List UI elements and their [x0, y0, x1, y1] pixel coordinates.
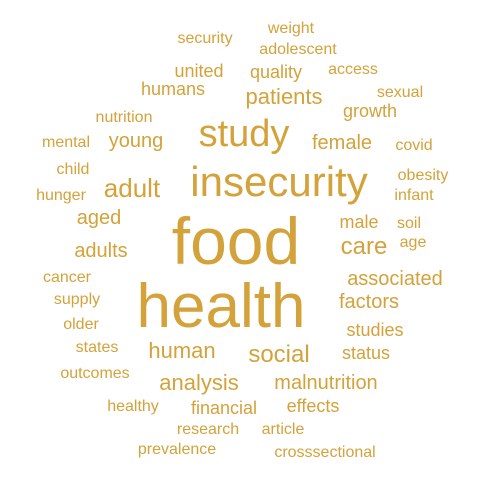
word-study: study	[198, 113, 290, 155]
word-hunger: hunger	[36, 187, 86, 204]
word-states: states	[75, 339, 119, 356]
word-soil: soil	[396, 215, 422, 232]
word-studies: studies	[346, 320, 404, 340]
word-age: age	[399, 234, 427, 251]
word-food: food	[171, 204, 301, 278]
word-security: security	[177, 30, 233, 47]
word-adolescent: adolescent	[259, 41, 337, 58]
word-outcomes: outcomes	[60, 365, 130, 382]
word-adult: adult	[103, 173, 161, 203]
word-article: article	[261, 421, 305, 438]
word-access: access	[328, 61, 378, 78]
word-malnutrition: malnutrition	[274, 372, 378, 394]
word-crosssectional: crosssectional	[274, 444, 376, 461]
word-health: health	[136, 272, 306, 341]
word-adults: adults	[74, 240, 128, 262]
word-healthy: healthy	[107, 398, 159, 415]
word-growth: growth	[342, 101, 398, 121]
word-mental: mental	[41, 134, 91, 151]
word-older: older	[63, 316, 99, 333]
word-humans: humans	[140, 79, 206, 99]
word-insecurity: insecurity	[190, 158, 368, 205]
word-obesity: obesity	[397, 167, 449, 184]
word-status: status	[341, 343, 391, 363]
word-analysis: analysis	[159, 370, 239, 395]
word-social: social	[248, 341, 310, 368]
word-weight: weight	[267, 20, 315, 37]
word-human: human	[148, 338, 216, 363]
word-cancer: cancer	[42, 269, 92, 286]
word-supply: supply	[53, 291, 101, 308]
word-united: united	[174, 61, 224, 81]
word-aged: aged	[76, 207, 122, 229]
word-prevalence: prevalence	[137, 441, 217, 458]
word-sexual: sexual	[376, 84, 424, 101]
word-research: research	[176, 421, 240, 438]
word-financial: financial	[190, 398, 258, 418]
word-effects: effects	[286, 396, 340, 416]
word-associated: associated	[347, 268, 443, 290]
word-infant: infant	[394, 187, 434, 204]
word-young: young	[108, 130, 164, 152]
word-child: child	[56, 161, 90, 178]
word-covid: covid	[395, 137, 433, 154]
word-male: male	[339, 212, 379, 232]
word-patients: patients	[245, 84, 323, 109]
word-quality: quality	[249, 62, 303, 82]
word-factors: factors	[338, 291, 400, 313]
word-nutrition: nutrition	[95, 109, 153, 126]
word-female: female	[311, 132, 373, 154]
word-care: care	[340, 233, 388, 260]
